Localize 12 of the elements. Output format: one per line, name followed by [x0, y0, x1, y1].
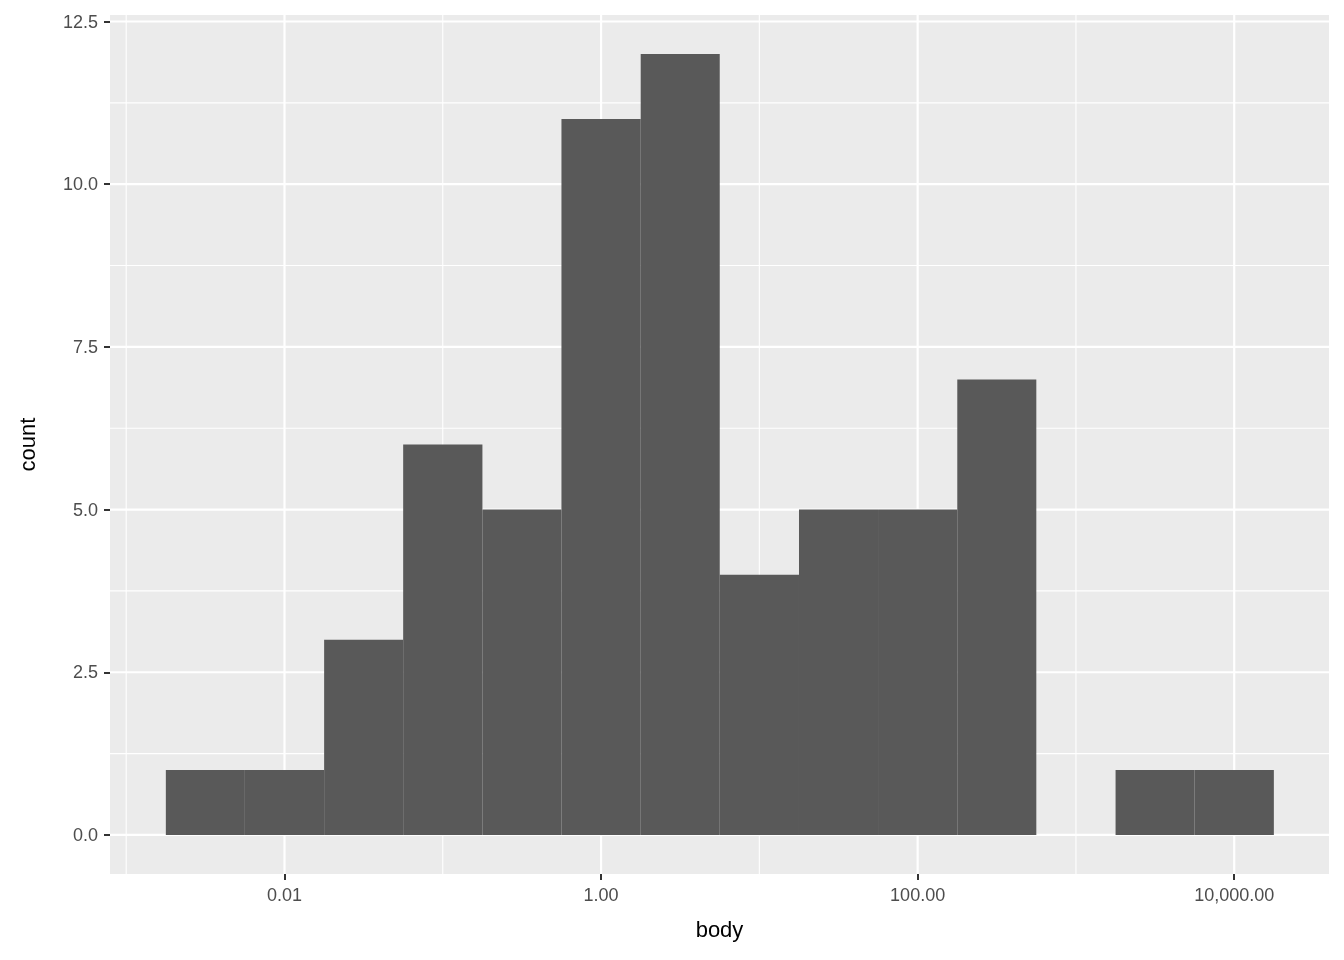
- y-tick-label: 12.5: [62, 11, 98, 32]
- y-tick-label: 0.0: [72, 824, 98, 845]
- y-axis-title: count: [14, 417, 40, 472]
- x-tick-label: 10,000.00: [1194, 885, 1275, 905]
- y-tick-label: 10.0: [62, 174, 98, 195]
- x-tick-label: 100.00: [890, 885, 946, 905]
- y-tick-label: 7.5: [72, 336, 98, 357]
- y-tick-label: 5.0: [72, 499, 98, 520]
- x-tick-label: 1.00: [583, 885, 619, 905]
- x-axis-title: body: [695, 916, 744, 942]
- y-tick-label: 2.5: [72, 662, 98, 683]
- x-tick-label: 0.01: [266, 885, 303, 905]
